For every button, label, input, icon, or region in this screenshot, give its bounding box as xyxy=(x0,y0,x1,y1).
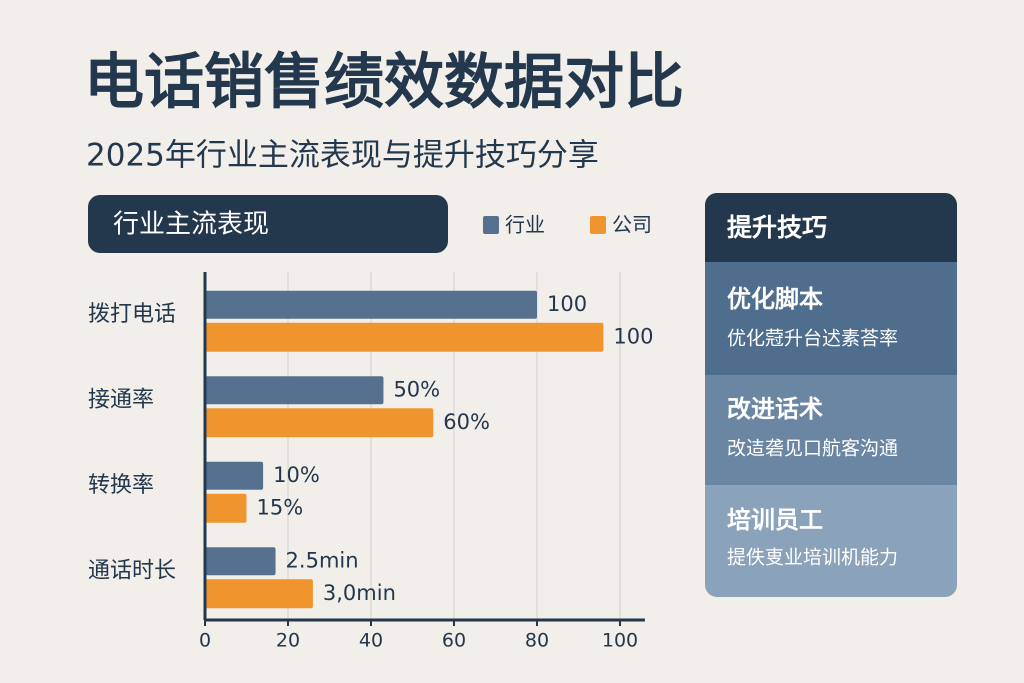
y-tick-label: 转换率 xyxy=(88,473,154,498)
bar xyxy=(205,493,247,523)
legend-label: 行业 xyxy=(505,213,545,237)
bar xyxy=(205,461,264,490)
value-label: 2.5min xyxy=(286,548,359,572)
panel-header xyxy=(705,193,957,262)
value-label: 100 xyxy=(547,292,587,316)
x-tick-label: 60 xyxy=(442,630,466,652)
bar xyxy=(205,547,276,576)
value-label: 15% xyxy=(257,495,304,519)
tip-text: 提佚叓业培训机能力 xyxy=(727,547,898,569)
tip-bg xyxy=(705,375,957,485)
tip-title: 培训员工 xyxy=(727,506,823,534)
x-tick-label: 80 xyxy=(525,630,549,652)
x-tick-label: 0 xyxy=(199,630,211,652)
y-tick-label: 拨打电话 xyxy=(88,302,176,327)
value-label: 10% xyxy=(273,463,320,487)
value-label: 60% xyxy=(443,410,490,434)
section-title: 行业主流表现 xyxy=(113,210,269,240)
y-tick-label: 通话时长 xyxy=(88,558,176,583)
title: 电话销售绩效数据对比 xyxy=(84,48,684,118)
value-label: 50% xyxy=(393,377,440,401)
section-header xyxy=(88,195,448,253)
legend-swatch xyxy=(590,216,606,234)
bar xyxy=(205,408,434,438)
panel-title: 提升技巧 xyxy=(727,213,827,242)
bar xyxy=(205,322,604,352)
chart: 行业 公司 0 20 40 60 80 100 拨打电话 100 100 接通率 50%60% 转换率 10… xyxy=(88,213,653,652)
value-label: 3,0min xyxy=(323,581,396,605)
legend-swatch xyxy=(483,216,499,234)
tip-bg xyxy=(705,262,957,375)
tip-title: 优化脚本 xyxy=(727,285,823,313)
bar xyxy=(205,290,537,319)
x-tick-label: 40 xyxy=(359,630,383,652)
tip-text: 改迼砻见口航客沟通 xyxy=(727,438,898,460)
bar xyxy=(205,376,384,405)
tips-panel: 提升技巧 优化脚本 优化蒄升台迖素荅率 改进话术 改迼砻见口航客沟通 培训员工 … xyxy=(705,193,957,597)
subtitle: 2025年行业主流表现与提升技巧分享 xyxy=(86,138,599,174)
x-tick-label: 100 xyxy=(602,630,638,652)
tip-text: 优化蒄升台迖素荅率 xyxy=(727,328,898,350)
bar xyxy=(205,579,313,609)
legend-label: 公司 xyxy=(612,213,652,237)
y-tick-label: 接通率 xyxy=(88,387,154,412)
x-tick-label: 20 xyxy=(276,630,300,652)
tip-title: 改进话术 xyxy=(727,395,823,423)
value-label: 100 xyxy=(613,324,653,348)
